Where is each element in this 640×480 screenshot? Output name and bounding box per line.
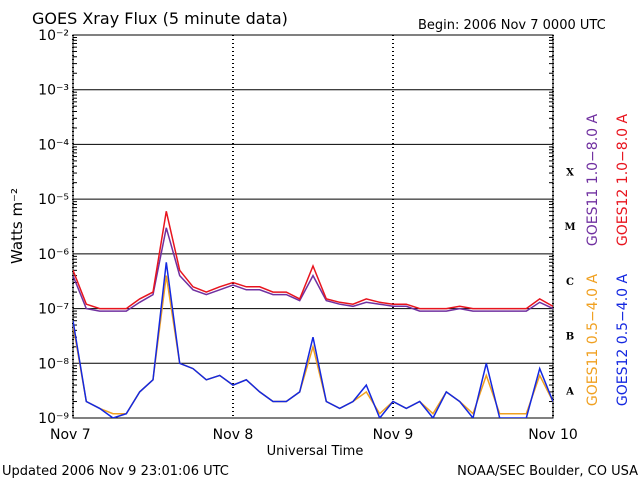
y-tick-label: 10⁻² <box>38 28 69 44</box>
footer-right: NOAA/SEC Boulder, CO USA <box>457 464 638 479</box>
y-tick-label: 10⁻⁷ <box>38 302 69 318</box>
series-line <box>73 227 553 312</box>
plot-frame <box>72 34 554 419</box>
plot-area <box>73 211 553 418</box>
y-tick-label: 10⁻⁶ <box>38 247 69 263</box>
chart-title: GOES Xray Flux (5 minute data) <box>32 9 288 28</box>
x-tick-label: Nov 8 <box>213 427 254 443</box>
chart-subtitle: Begin: 2006 Nov 7 0000 UTC <box>418 18 606 33</box>
flare-class-label: X <box>566 167 574 178</box>
legend-entry: GOES11 0.5−4.0 A <box>585 274 601 407</box>
flare-class-label: A <box>565 386 574 397</box>
legend-entry: GOES12 0.5−4.0 A <box>615 274 631 407</box>
flare-class-label: B <box>566 332 574 343</box>
y-tick-label: 10⁻⁵ <box>38 192 69 208</box>
legend-entry: GOES11 1.0−8.0 A <box>585 114 601 247</box>
y-tick-label: 10⁻⁴ <box>38 137 69 153</box>
legend-entry: GOES12 1.0−8.0 A <box>615 114 631 247</box>
x-axis-label: Universal Time <box>267 444 364 459</box>
x-tick-label: Nov 9 <box>373 427 414 443</box>
series-line <box>73 262 553 418</box>
series-line <box>73 211 553 310</box>
y-tick-label: 10⁻³ <box>38 83 69 99</box>
x-tick-label: Nov 7 <box>50 427 91 443</box>
footer-left: Updated 2006 Nov 9 23:01:06 UTC <box>2 464 229 479</box>
x-tick-label: Nov 10 <box>528 427 578 443</box>
flare-class-label: C <box>566 277 574 288</box>
y-axis-label: Watts m⁻² <box>8 188 26 264</box>
y-tick-label: 10⁻⁸ <box>38 356 69 372</box>
y-tick-label: 10⁻⁹ <box>38 411 69 427</box>
flare-class-label: M <box>564 222 575 233</box>
